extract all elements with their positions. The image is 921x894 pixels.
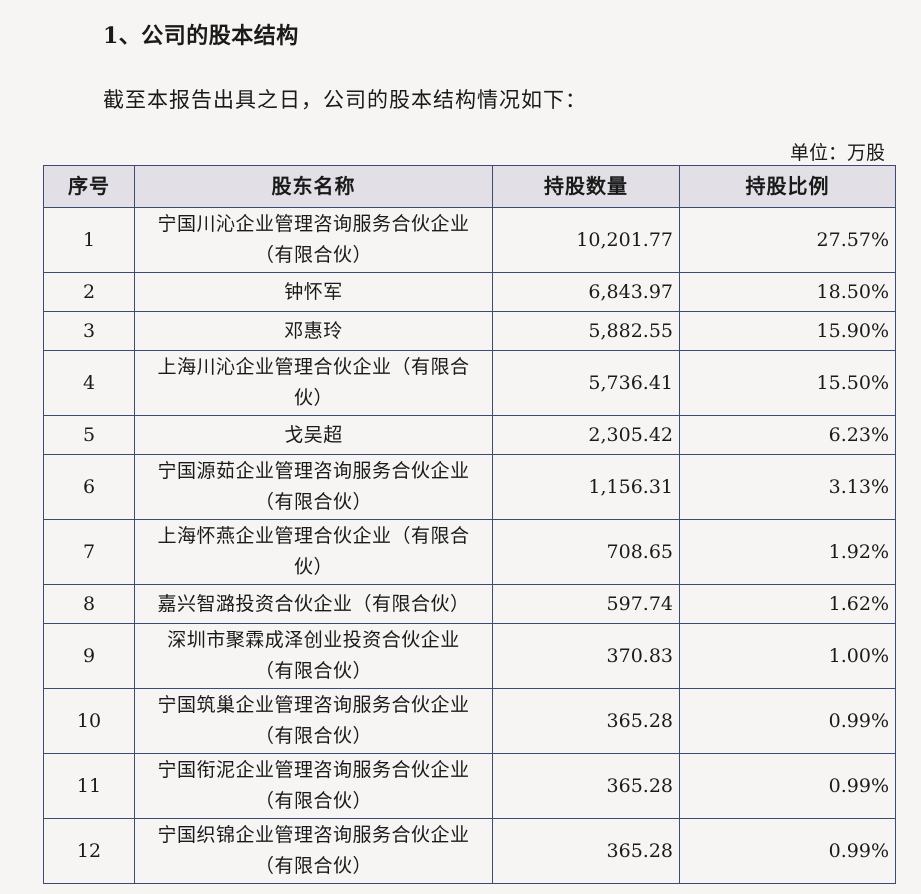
cell-share-ratio: 3.13% [679,454,896,520]
cell-shareholder-name: 嘉兴智潞投资合伙企业（有限合伙） [134,584,493,624]
shareholder-name-line: （有限合伙） [254,855,372,877]
header-shareholder-name: 股东名称 [134,165,493,208]
shareholder-name-line: 上海川沁企业管理合伙企业（有限合 [157,356,470,378]
table-row: 9 深圳市聚霖成泽创业投资合伙企业 （有限合伙） 370.83 1.00% [43,623,896,689]
cell-share-count: 6,843.97 [492,272,680,312]
cell-share-ratio: 1.92% [679,519,896,585]
shareholder-name-line: 深圳市聚霖成泽创业投资合伙企业 [167,629,460,651]
cell-share-count: 365.28 [492,753,680,819]
cell-share-ratio: 0.99% [679,753,896,819]
table-row: 2 钟怀军 6,843.97 18.50% [43,272,896,312]
table-row: 4 上海川沁企业管理合伙企业（有限合 伙） 5,736.41 15.50% [43,350,896,416]
cell-shareholder-name: 戈吴超 [134,415,493,455]
unit-note: 单位：万股 [789,142,885,164]
shareholder-name-line: （有限合伙） [254,244,372,266]
cell-seq: 4 [43,350,135,416]
cell-share-ratio: 18.50% [679,272,896,312]
cell-shareholder-name: 宁国源茹企业管理咨询服务合伙企业 （有限合伙） [134,454,493,520]
cell-share-count: 597.74 [492,584,680,624]
cell-share-ratio: 15.50% [679,350,896,416]
section-heading: 1、公司的股本结构 [103,23,299,49]
cell-seq: 6 [43,454,135,520]
cell-share-count: 708.65 [492,519,680,585]
header-share-ratio: 持股比例 [679,165,896,208]
cell-seq: 3 [43,311,135,351]
cell-seq: 10 [43,688,135,754]
cell-share-count: 5,882.55 [492,311,680,351]
shareholder-table: 序号 股东名称 持股数量 持股比例 1 宁国川沁企业管理咨询服务合伙企业 （有限合伙… [43,165,896,884]
shareholder-name-line: 伙） [293,387,333,409]
cell-share-ratio: 1.00% [679,623,896,689]
cell-share-count: 5,736.41 [492,350,680,416]
header-seq: 序号 [43,165,135,208]
cell-share-count: 365.28 [492,688,680,754]
cell-seq: 5 [43,415,135,455]
cell-shareholder-name: 宁国筑巢企业管理咨询服务合伙企业 （有限合伙） [134,688,493,754]
table-row: 1 宁国川沁企业管理咨询服务合伙企业 （有限合伙） 10,201.77 27.57% [43,207,896,273]
cell-shareholder-name: 上海川沁企业管理合伙企业（有限合 伙） [134,350,493,416]
shareholder-name-line: 戈吴超 [284,423,343,446]
shareholder-name-line: 宁国川沁企业管理咨询服务合伙企业 [157,213,470,235]
cell-seq: 8 [43,584,135,624]
shareholder-name-line: （有限合伙） [254,725,372,747]
table-header-row: 序号 股东名称 持股数量 持股比例 [43,165,896,208]
cell-share-ratio: 27.57% [679,207,896,273]
cell-share-count: 1,156.31 [492,454,680,520]
cell-share-ratio: 0.99% [679,818,896,884]
cell-shareholder-name: 宁国衔泥企业管理咨询服务合伙企业 （有限合伙） [134,753,493,819]
shareholder-name-line: 宁国衔泥企业管理咨询服务合伙企业 [157,759,470,781]
cell-seq: 11 [43,753,135,819]
cell-share-count: 10,201.77 [492,207,680,273]
shareholder-name-line: （有限合伙） [254,491,372,513]
cell-shareholder-name: 钟怀军 [134,272,493,312]
cell-share-count: 370.83 [492,623,680,689]
cell-share-ratio: 1.62% [679,584,896,624]
table-row: 10 宁国筑巢企业管理咨询服务合伙企业 （有限合伙） 365.28 0.99% [43,688,896,754]
table-row: 11 宁国衔泥企业管理咨询服务合伙企业 （有限合伙） 365.28 0.99% [43,753,896,819]
cell-seq: 2 [43,272,135,312]
shareholder-name-line: 伙） [293,556,333,578]
table-row: 12 宁国织锦企业管理咨询服务合伙企业 （有限合伙） 365.28 0.99% [43,818,896,884]
shareholder-name-line: 宁国源茹企业管理咨询服务合伙企业 [157,460,470,482]
cell-seq: 7 [43,519,135,585]
table-row: 5 戈吴超 2,305.42 6.23% [43,415,896,455]
shareholder-name-line: 邓惠玲 [284,319,343,342]
cell-share-count: 2,305.42 [492,415,680,455]
shareholder-name-line: （有限合伙） [254,790,372,812]
cell-share-ratio: 6.23% [679,415,896,455]
cell-seq: 1 [43,207,135,273]
intro-paragraph: 截至本报告出具之日，公司的股本结构情况如下： [103,88,587,112]
cell-share-ratio: 0.99% [679,688,896,754]
shareholder-name-line: 宁国筑巢企业管理咨询服务合伙企业 [157,694,470,716]
cell-shareholder-name: 深圳市聚霖成泽创业投资合伙企业 （有限合伙） [134,623,493,689]
shareholder-name-line: 嘉兴智潞投资合伙企业（有限合伙） [157,592,470,615]
cell-seq: 9 [43,623,135,689]
cell-shareholder-name: 邓惠玲 [134,311,493,351]
shareholder-name-line: 钟怀军 [284,280,343,303]
cell-share-count: 365.28 [492,818,680,884]
cell-shareholder-name: 上海怀燕企业管理合伙企业（有限合 伙） [134,519,493,585]
shareholder-name-line: 上海怀燕企业管理合伙企业（有限合 [157,525,470,547]
cell-shareholder-name: 宁国川沁企业管理咨询服务合伙企业 （有限合伙） [134,207,493,273]
table-row: 7 上海怀燕企业管理合伙企业（有限合 伙） 708.65 1.92% [43,519,896,585]
shareholder-name-line: 宁国织锦企业管理咨询服务合伙企业 [157,824,470,846]
table-row: 3 邓惠玲 5,882.55 15.90% [43,311,896,351]
cell-shareholder-name: 宁国织锦企业管理咨询服务合伙企业 （有限合伙） [134,818,493,884]
cell-seq: 12 [43,818,135,884]
table-row: 6 宁国源茹企业管理咨询服务合伙企业 （有限合伙） 1,156.31 3.13% [43,454,896,520]
cell-share-ratio: 15.90% [679,311,896,351]
table-row: 8 嘉兴智潞投资合伙企业（有限合伙） 597.74 1.62% [43,584,896,624]
header-share-count: 持股数量 [492,165,680,208]
shareholder-name-line: （有限合伙） [254,660,372,682]
